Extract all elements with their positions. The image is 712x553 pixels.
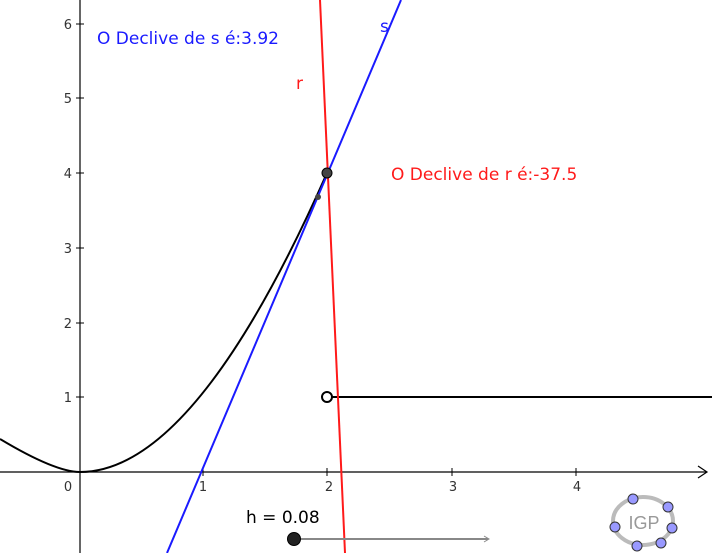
slider-label: h = 0.08 (246, 508, 320, 528)
y-axis-ticks: 1 2 3 4 5 6 (64, 18, 84, 406)
x-tick-label: 1 (199, 480, 207, 495)
geogebra-logo-icon: IGP (609, 493, 678, 552)
y-tick-label: 4 (64, 167, 72, 182)
point-tangency[interactable] (321, 167, 333, 179)
logo-text: IGP (628, 513, 659, 533)
y-tick-label: 6 (64, 18, 72, 33)
y-tick-label: 2 (64, 317, 72, 332)
function-curve[interactable] (0, 172, 328, 474)
x-tick-label: 3 (449, 480, 457, 495)
y-tick-label: 5 (64, 92, 72, 107)
x-tick-label: 0 (64, 480, 72, 495)
line-s[interactable] (166, 0, 402, 553)
line-r-label: r (296, 74, 303, 94)
line-r[interactable] (319, 0, 346, 553)
y-tick-label: 3 (64, 242, 72, 257)
x-tick-label: 2 (325, 480, 333, 495)
open-point[interactable] (321, 391, 333, 403)
x-axis-ticks: 0 1 2 3 4 (64, 468, 581, 495)
line-s-label: s (380, 17, 389, 37)
slider-end-arrow-icon (483, 535, 490, 543)
point-near[interactable] (315, 194, 321, 200)
y-tick-label: 1 (64, 391, 72, 406)
x-axis-arrow-icon (697, 465, 709, 479)
slope-r-text[interactable]: O Declive de r é:-37.5 (391, 165, 577, 185)
slider-handle[interactable] (287, 532, 301, 546)
slope-s-text[interactable]: O Declive de s é:3.92 (97, 29, 279, 49)
x-tick-label: 4 (573, 480, 581, 495)
